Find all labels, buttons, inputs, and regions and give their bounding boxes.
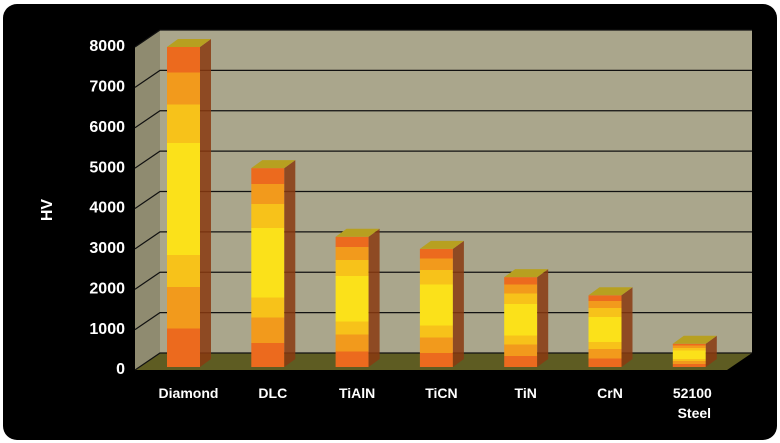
grid-line <box>134 312 752 331</box>
grid-line <box>134 150 752 169</box>
y-tick-label: 5000 <box>89 159 125 176</box>
bar-top <box>419 240 464 249</box>
y-tick-label: 0 <box>116 361 125 378</box>
bar-front <box>504 277 538 367</box>
bar-top <box>251 160 296 169</box>
y-tick-label: 6000 <box>89 119 125 136</box>
y-tick-label: 4000 <box>89 200 125 217</box>
grid-line <box>134 69 752 88</box>
x-tick-label: 52100 Steel <box>673 385 716 421</box>
x-tick-label: Diamond <box>159 385 219 401</box>
bar-top <box>672 335 717 344</box>
bar-front <box>672 343 706 367</box>
x-tick-label: TiAlN <box>339 385 375 401</box>
bar-side <box>621 287 633 367</box>
y-tick-label: 8000 <box>89 38 125 55</box>
grid-line <box>134 352 752 371</box>
y-tick-label: 3000 <box>89 240 125 257</box>
bar <box>672 335 717 367</box>
bar-front <box>588 295 622 367</box>
bar-front <box>335 236 369 367</box>
bar-side <box>537 269 549 367</box>
bar <box>335 228 380 367</box>
bar-front <box>251 168 285 367</box>
bar-top <box>335 228 380 237</box>
x-tick-label: TiN <box>515 385 537 401</box>
bar-side <box>452 240 464 367</box>
grid-line <box>134 190 752 209</box>
x-tick-label: TiCN <box>425 385 457 401</box>
y-axis-label: HV <box>39 199 56 222</box>
x-tick-label: DLC <box>258 385 287 401</box>
bar-top <box>167 39 211 47</box>
bar <box>588 287 633 367</box>
bar-side <box>284 160 296 367</box>
bar-side <box>705 335 717 367</box>
y-tick-label: 7000 <box>89 79 125 96</box>
y-tick-label: 2000 <box>89 280 125 297</box>
bar-side <box>368 228 380 367</box>
bar <box>419 240 464 367</box>
grid-line <box>134 271 752 290</box>
bar-top <box>504 269 549 278</box>
bar-front <box>167 47 200 367</box>
grid-line <box>134 29 752 48</box>
x-tick-label: CrN <box>597 385 623 401</box>
y-tick-label: 1000 <box>89 321 125 338</box>
bar-side <box>200 39 211 367</box>
bar <box>251 160 296 367</box>
bar-top <box>588 287 633 296</box>
bar <box>167 39 211 367</box>
grid-line <box>134 231 752 250</box>
bar <box>504 269 549 367</box>
grid-line <box>134 110 752 129</box>
bar-front <box>419 248 453 367</box>
